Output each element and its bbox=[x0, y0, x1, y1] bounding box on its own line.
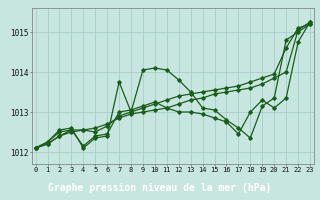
Text: Graphe pression niveau de la mer (hPa): Graphe pression niveau de la mer (hPa) bbox=[48, 183, 272, 193]
